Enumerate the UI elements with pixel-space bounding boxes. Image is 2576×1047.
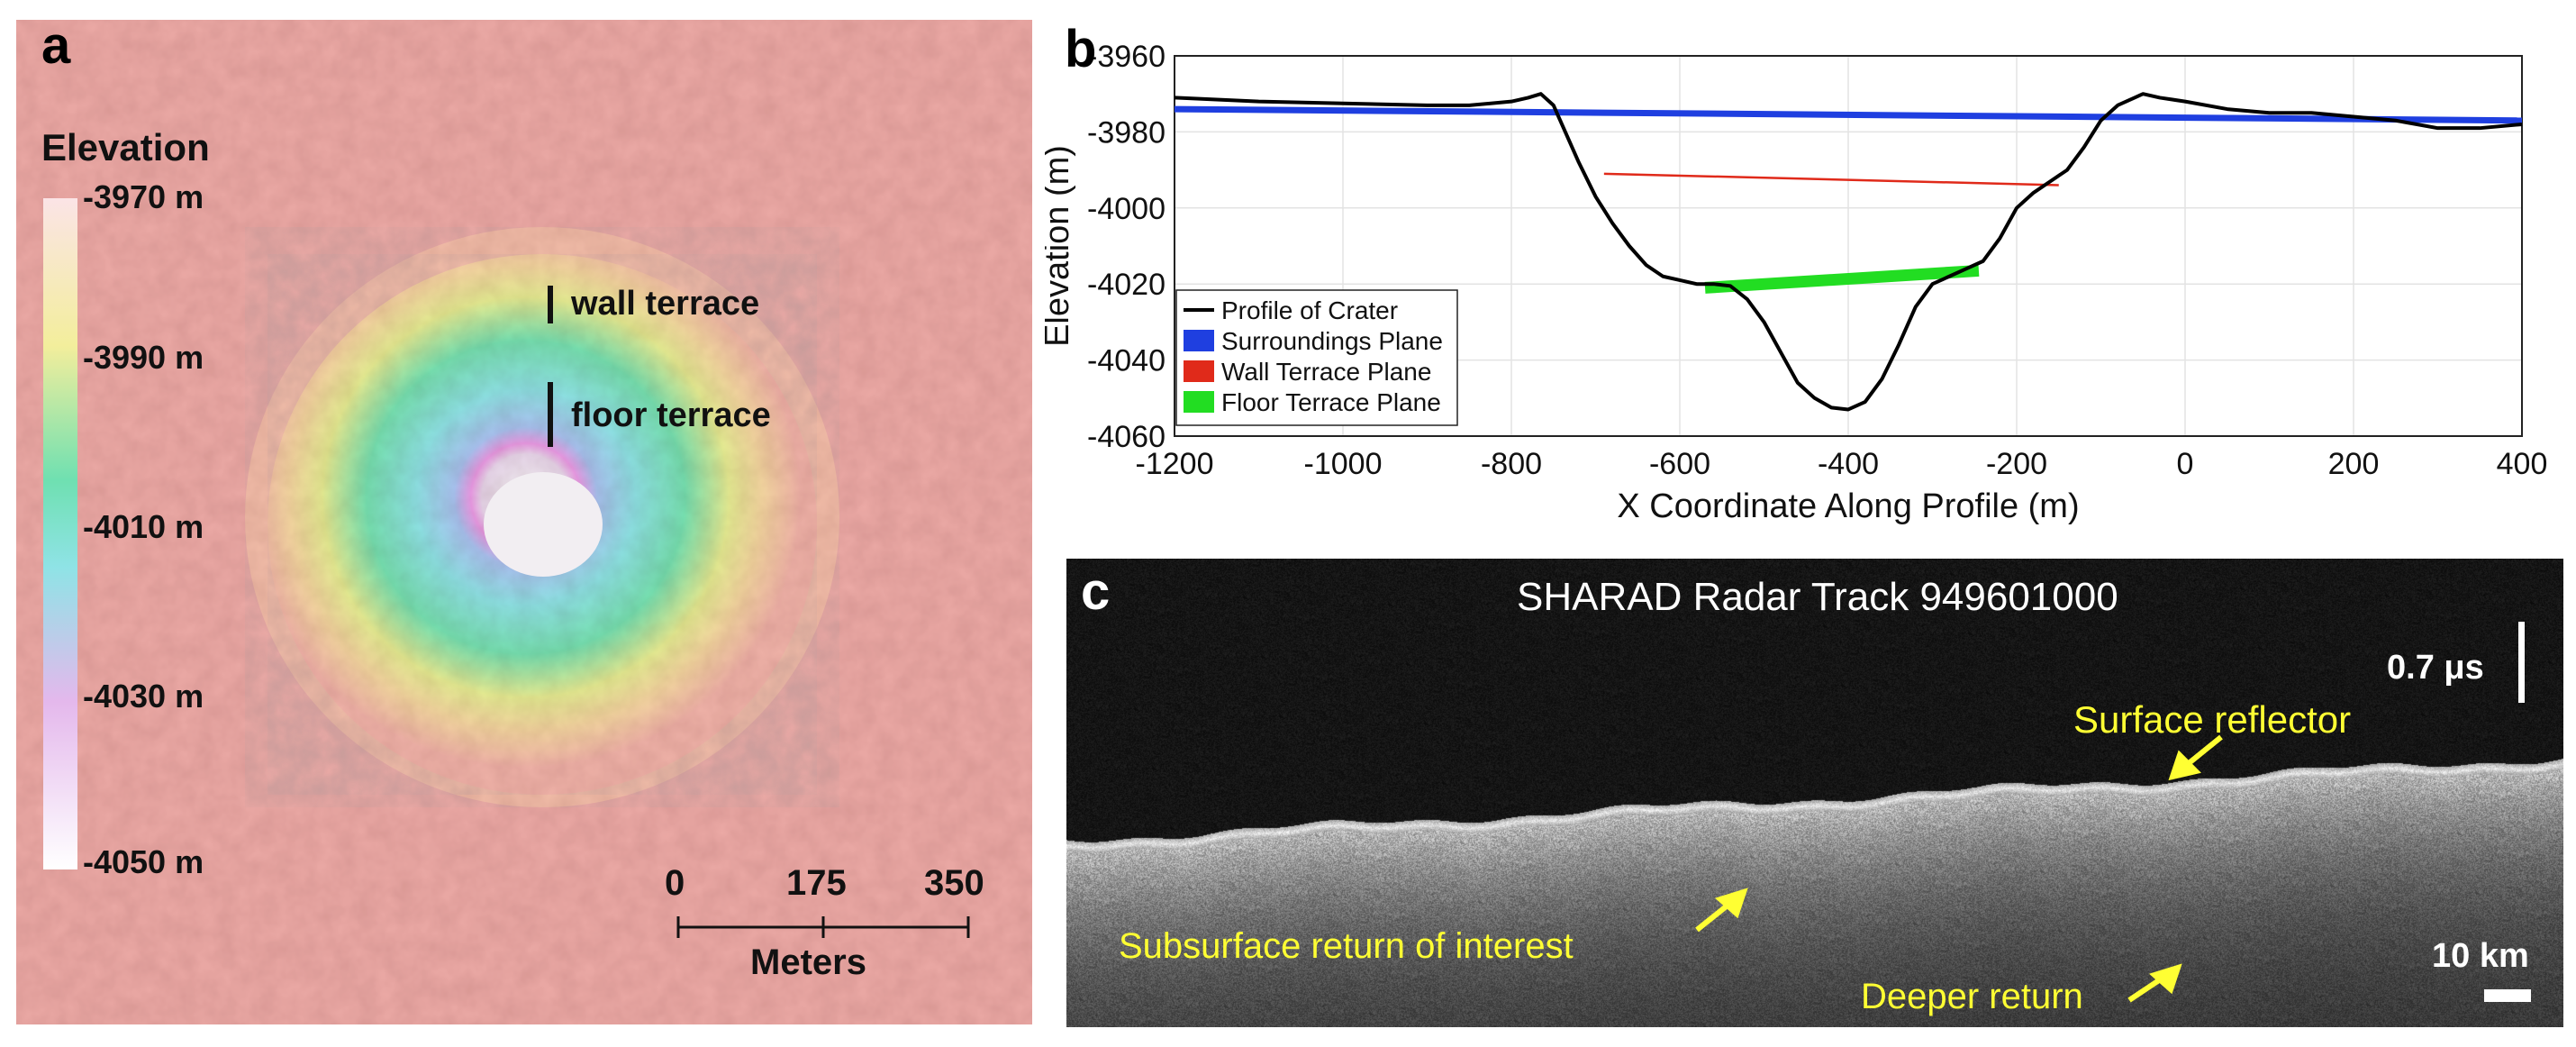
scale-tick-label: 175	[786, 863, 847, 903]
legend-entry: Profile of Crater	[1221, 296, 1398, 324]
legend-entry: Surroundings Plane	[1221, 327, 1443, 355]
subsurface-return-label: Subsurface return of interest	[1119, 926, 1574, 966]
crater-central-mound	[484, 472, 603, 577]
distance-scale-label: 10 km	[2432, 937, 2529, 975]
series-line-wall-terrace-plane	[1603, 172, 2059, 187]
x-tick-label: 0	[2177, 447, 2194, 481]
deeper-return-label: Deeper return	[1861, 977, 2083, 1016]
panel-b-letter: b	[1065, 20, 1097, 78]
elevation-profile-panel: -1200 -1000 -800 -600 -400 -200 0 200 400 -3960 -3…	[1039, 0, 2576, 541]
wall-terrace-label: wall terrace	[571, 285, 760, 323]
y-tick-label: -4020	[1087, 268, 1166, 302]
time-scale-bar	[2518, 622, 2525, 703]
x-tick-label: 400	[2497, 447, 2548, 481]
x-tick-label: -800	[1481, 447, 1542, 481]
legend-swatch	[1184, 360, 1214, 382]
panel-c-letter: c	[1081, 562, 1111, 621]
colorbar-tick: -4050 m	[83, 843, 204, 880]
scale-bar	[676, 916, 970, 938]
surface-arrow-head	[2168, 750, 2201, 781]
wall-terrace-marker	[548, 286, 553, 323]
floor-terrace-marker	[548, 382, 553, 447]
floor-terrace-label: floor terrace	[571, 396, 771, 434]
plot-frame	[1174, 55, 2523, 437]
radargram-overlay	[1695, 622, 2531, 1003]
surface-reflector-label: Surface reflector	[2073, 698, 2352, 741]
legend-entry: Floor Terrace Plane	[1221, 388, 1441, 416]
time-scale-label: 0.7 μs	[2387, 649, 2484, 687]
legend-swatch	[1184, 330, 1214, 351]
y-tick-label: -3980	[1087, 115, 1166, 150]
colorbar-tick: -4010 m	[83, 508, 204, 545]
x-tick-label: -400	[1818, 447, 1879, 481]
colorbar	[43, 198, 77, 869]
y-tick-label: -4000	[1087, 192, 1166, 226]
colorbar-title: Elevation	[41, 126, 210, 168]
colorbar-tick: -4030 m	[83, 678, 204, 715]
x-tick-label: 200	[2328, 447, 2380, 481]
profile-chart: -1200 -1000 -800 -600 -400 -200 0 200 400 -3960 -3…	[1039, 40, 2548, 525]
x-tick-label: -1000	[1304, 447, 1383, 481]
y-axis-label: Elevation (m)	[1045, 145, 1076, 347]
y-tick-label: -4060	[1087, 420, 1166, 454]
x-axis-label: X Coordinate Along Profile (m)	[1617, 487, 2079, 525]
y-tick-label: -4040	[1087, 344, 1166, 378]
series-line-floor-terrace-plane	[1704, 264, 1980, 294]
radargram-panel: SHARAD Radar Track 949601000 0.7 μs 10 k…	[1066, 559, 2563, 1027]
x-tick-label: -600	[1649, 447, 1710, 481]
radargram-title: SHARAD Radar Track 949601000	[1517, 575, 2118, 619]
series-line-surroundings-plane	[1174, 105, 2523, 124]
x-tick-label: -1200	[1136, 447, 1214, 481]
legend-swatch	[1184, 391, 1214, 413]
panel-a-letter: a	[41, 16, 71, 75]
scale-tick-label: 350	[924, 863, 984, 903]
y-tick-label: -3960	[1087, 40, 1166, 74]
elevation-map-panel: Elevation -3970 m -3990 m -4010 m -4030 …	[16, 20, 1032, 1024]
scale-tick-label: 0	[665, 863, 685, 903]
colorbar-tick: -3990 m	[83, 339, 204, 376]
legend-box	[1175, 289, 1458, 426]
scale-unit-label: Meters	[750, 942, 866, 982]
colorbar-tick: -3970 m	[83, 178, 204, 215]
x-tick-label: -200	[1986, 447, 2047, 481]
subsurface-arrow-head	[1715, 888, 1748, 919]
elevation-map	[16, 20, 1032, 1024]
distance-scale-bar	[2484, 989, 2531, 1002]
deeper-arrow-head	[2149, 963, 2182, 995]
radargram-image	[1066, 559, 2563, 1027]
legend-entry: Wall Terrace Plane	[1221, 358, 1431, 386]
series-line-profile-of-crater	[1174, 92, 2523, 412]
